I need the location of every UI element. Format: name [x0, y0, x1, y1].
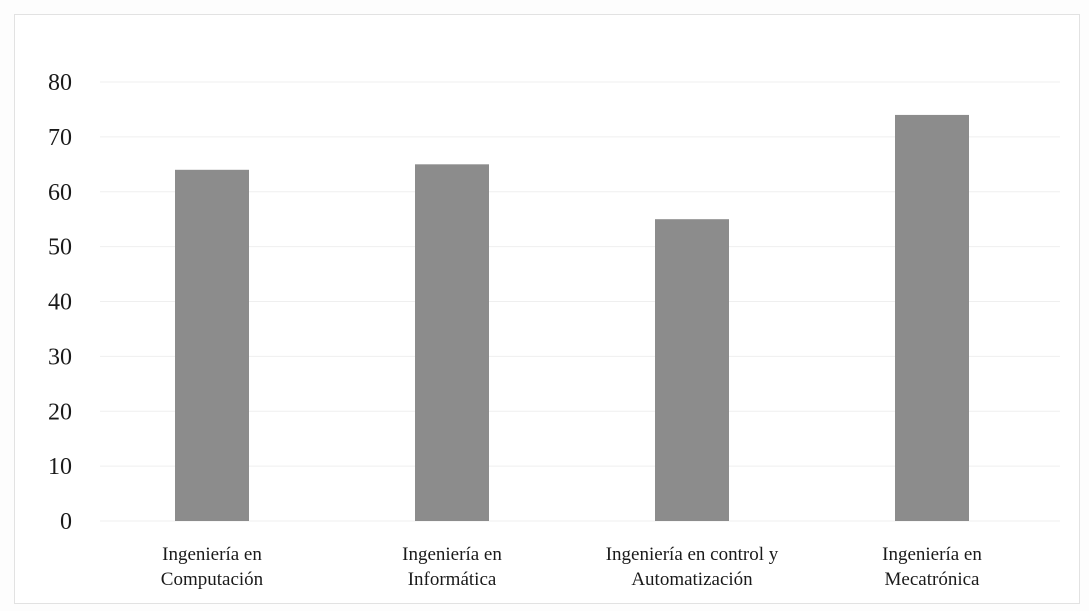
x-tick-label-line: Ingeniería en: [162, 544, 262, 565]
x-tick-label-line: Informática: [408, 569, 497, 590]
y-tick-label: 80: [48, 70, 72, 96]
y-axis-tick-labels: 0 10 20 30 40 50 60 70 80: [48, 70, 72, 535]
bars: [175, 114, 969, 522]
bar: [655, 219, 729, 521]
x-tick-label-line: Mecatrónica: [885, 569, 981, 590]
bar: [895, 114, 969, 522]
y-tick-label: 30: [48, 344, 72, 370]
x-tick-label-line: Automatización: [631, 569, 753, 590]
bar: [415, 164, 489, 521]
x-tick-label: Ingeniería en Informática: [402, 544, 502, 590]
y-tick-label: 10: [48, 454, 72, 480]
y-tick-label: 40: [48, 290, 72, 316]
x-tick-label-line: Computación: [161, 569, 264, 590]
y-tick-label: 20: [48, 399, 72, 425]
bar: [175, 169, 249, 522]
x-tick-label-line: Ingeniería en control y: [606, 544, 779, 565]
y-tick-label: 70: [48, 125, 72, 151]
x-tick-label-line: Ingeniería en: [402, 544, 502, 565]
x-tick-label: Ingeniería en control y Automatización: [606, 544, 779, 590]
x-tick-label: Ingeniería en Computación: [161, 544, 264, 590]
x-axis-tick-labels: Ingeniería en Computación Ingeniería en Inf…: [161, 544, 983, 590]
x-tick-label: Ingeniería en Mecatrónica: [882, 544, 982, 590]
x-tick-label-line: Ingeniería en: [882, 544, 982, 565]
y-tick-label: 60: [48, 180, 72, 206]
y-tick-label: 50: [48, 235, 72, 261]
y-tick-label: 0: [60, 509, 72, 535]
